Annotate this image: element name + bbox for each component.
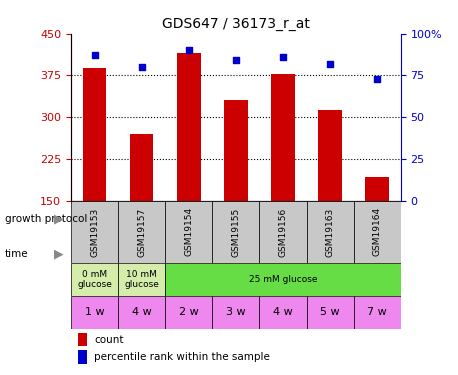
Point [138,64,145,70]
Text: GSM19154: GSM19154 [184,207,193,256]
Text: GSM19156: GSM19156 [278,207,288,256]
Bar [259,296,306,329]
Point [91,53,98,58]
Bar [77,333,87,346]
Bar [71,201,118,263]
Text: GSM19157: GSM19157 [137,207,146,256]
Bar [83,68,106,201]
Text: 2 w: 2 w [179,308,199,317]
Bar [71,296,118,329]
Point [327,61,334,67]
Bar [306,296,354,329]
Bar [165,296,213,329]
Text: 4 w: 4 w [132,308,152,317]
Bar [77,350,87,364]
Point [185,48,192,54]
Text: 3 w: 3 w [226,308,245,317]
Bar [224,100,248,201]
Point [374,76,381,82]
Text: GSM19163: GSM19163 [326,207,335,256]
Text: percentile rank within the sample: percentile rank within the sample [94,352,270,362]
Bar [259,201,306,263]
Bar [71,263,118,296]
Bar [318,110,342,201]
Bar [213,201,259,263]
Text: 1 w: 1 w [85,308,104,317]
Point [279,54,287,60]
Text: 7 w: 7 w [367,308,387,317]
Bar [213,296,259,329]
Text: 25 mM glucose: 25 mM glucose [249,275,317,284]
Bar [165,263,401,296]
Text: 0 mM
glucose: 0 mM glucose [77,270,112,289]
Text: ▶: ▶ [54,213,64,226]
Bar [118,201,165,263]
Bar [118,263,165,296]
Bar [177,53,201,201]
Bar [306,201,354,263]
Text: ▶: ▶ [54,248,64,261]
Point [232,57,240,63]
Text: 10 mM
glucose: 10 mM glucose [124,270,159,289]
Text: 4 w: 4 w [273,308,293,317]
Text: GSM19155: GSM19155 [231,207,240,256]
Text: count: count [94,334,124,345]
Text: 5 w: 5 w [320,308,340,317]
Text: GSM19164: GSM19164 [373,207,382,256]
Bar [130,134,153,201]
Text: growth protocol: growth protocol [5,214,87,224]
Bar [354,296,401,329]
Text: time: time [5,249,28,259]
Bar [118,296,165,329]
Bar [365,177,389,201]
Bar [165,201,213,263]
Bar [271,74,295,201]
Title: GDS647 / 36173_r_at: GDS647 / 36173_r_at [162,17,310,32]
Text: GSM19153: GSM19153 [90,207,99,256]
Bar [354,201,401,263]
